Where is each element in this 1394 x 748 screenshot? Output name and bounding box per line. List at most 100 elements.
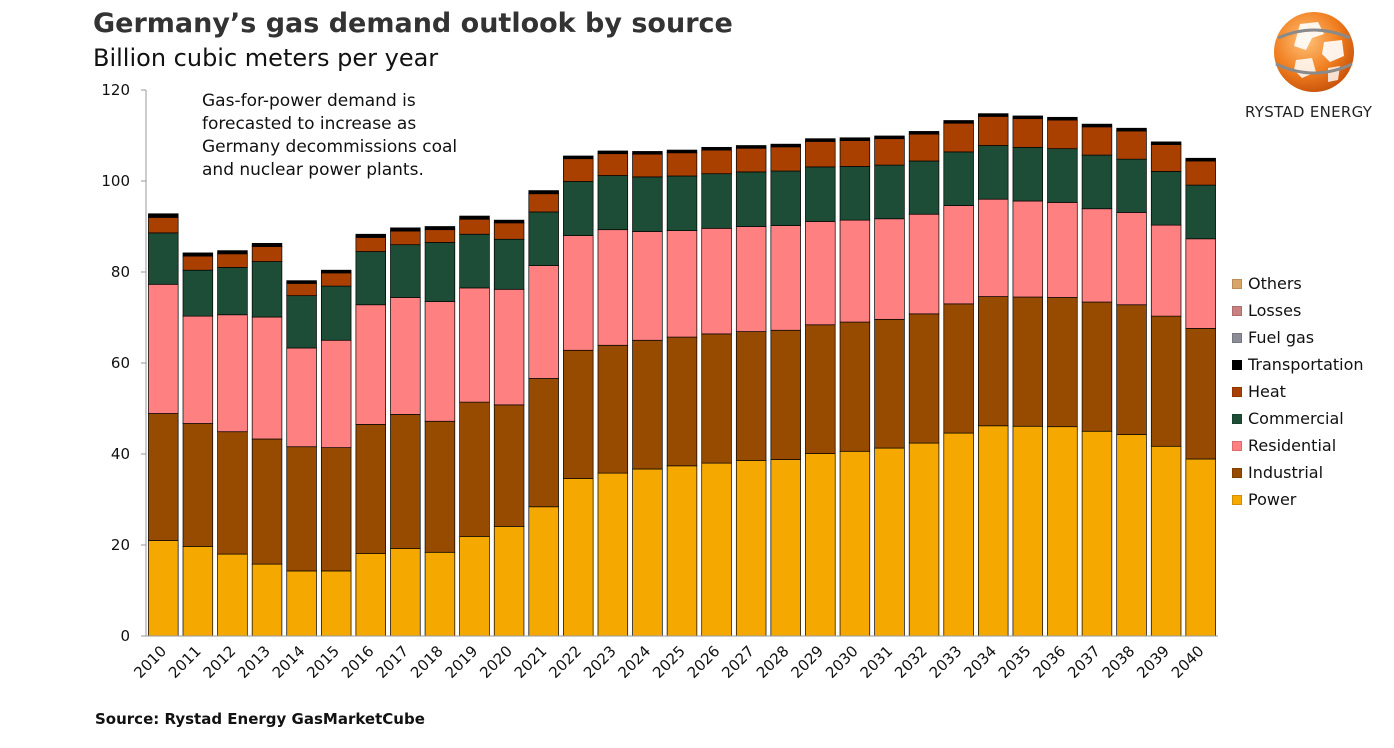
bar-segment-transportation xyxy=(1047,116,1078,121)
bar-segment-commercial xyxy=(1185,184,1216,240)
bar-segment-commercial xyxy=(493,238,525,290)
bar-segment-heat xyxy=(424,229,456,243)
bar-segment-industrial xyxy=(978,296,1009,427)
bar-segment-residential xyxy=(1081,208,1113,303)
bar-segment-power xyxy=(1012,425,1044,637)
annotation-line: and nuclear power plants. xyxy=(202,160,424,180)
bar-segment-commercial xyxy=(355,251,386,306)
bar-segment-residential xyxy=(563,235,594,351)
bar-segment-residential xyxy=(217,314,248,433)
bar-segment-heat xyxy=(839,140,871,167)
bar-segment-power xyxy=(286,570,317,637)
bar-segment-commercial xyxy=(320,285,352,341)
bar-segment-power xyxy=(390,548,421,637)
bar-segment-heat xyxy=(182,255,214,271)
bar-segment-commercial xyxy=(1047,148,1078,203)
bar-segment-residential xyxy=(251,316,283,440)
bar-segment-residential xyxy=(597,229,629,346)
bar-segment-commercial xyxy=(943,151,974,206)
bar-segment-power xyxy=(563,478,594,637)
legend-label: Transportation xyxy=(1248,355,1364,374)
bar-segment-power xyxy=(148,540,179,637)
bar-segment-industrial xyxy=(805,324,836,454)
bar-segment-residential xyxy=(666,230,698,338)
bar-segment-transportation xyxy=(1116,127,1147,132)
legend-swatch xyxy=(1232,440,1242,451)
bar-segment-industrial xyxy=(943,303,974,434)
bar-segment-power xyxy=(320,570,352,637)
bar-segment-heat xyxy=(597,153,629,176)
bar-segment-power xyxy=(1150,445,1182,637)
legend-swatch xyxy=(1232,359,1242,370)
legend-item-losses: Losses xyxy=(1232,297,1364,324)
bar-segment-commercial xyxy=(632,176,663,232)
legend-label: Losses xyxy=(1248,301,1302,320)
bar-segment-industrial xyxy=(493,404,525,527)
bar-segment-power xyxy=(1185,458,1216,637)
bar-segment-transportation xyxy=(1081,123,1113,128)
x-tick-label: 2021 xyxy=(511,642,551,682)
x-tick-label: 2020 xyxy=(476,642,516,682)
bar-segment-residential xyxy=(148,283,179,414)
bar-segment-residential xyxy=(355,304,386,425)
bar-segment-industrial xyxy=(355,424,386,554)
bar-segment-residential xyxy=(459,287,490,403)
bar-segment-transportation xyxy=(1012,115,1044,120)
bar-segment-heat xyxy=(978,116,1009,146)
bar-segment-transportation xyxy=(632,151,663,155)
y-tick-label: 100 xyxy=(101,172,130,190)
bar-segment-heat xyxy=(701,149,732,175)
annotation-line: Gas-for-power demand is xyxy=(202,91,416,111)
x-tick-label: 2028 xyxy=(753,642,793,682)
bar-segment-industrial xyxy=(839,321,871,452)
source-note: Source: Rystad Energy GasMarketCube xyxy=(95,710,425,728)
chart-title: Germany’s gas demand outlook by source xyxy=(93,8,733,39)
bar-segment-commercial xyxy=(286,295,317,349)
bar-segment-commercial xyxy=(182,269,214,317)
bar-segment-heat xyxy=(528,193,559,213)
bar-segment-industrial xyxy=(390,414,421,549)
legend-item-industrial: Industrial xyxy=(1232,459,1364,486)
bar-segment-commercial xyxy=(424,242,456,302)
bar-segment-power xyxy=(632,468,663,637)
x-tick-label: 2023 xyxy=(580,642,620,682)
bar-segment-transportation xyxy=(355,233,386,238)
bar-segment-commercial xyxy=(1012,146,1044,202)
legend-swatch xyxy=(1232,494,1242,505)
bar-segment-transportation xyxy=(182,252,214,257)
bar-segment-power xyxy=(355,553,386,637)
bar-segment-transportation xyxy=(666,149,698,154)
x-tick-label: 2026 xyxy=(684,642,724,682)
bar-segment-heat xyxy=(251,246,283,262)
bar-segment-power xyxy=(943,432,974,637)
bar-segment-transportation xyxy=(874,135,905,140)
bar-segment-heat xyxy=(217,253,248,268)
bar-segment-commercial xyxy=(528,211,559,266)
legend-label: Power xyxy=(1248,490,1297,509)
bar-segment-power xyxy=(528,506,559,637)
legend-item-power: Power xyxy=(1232,486,1364,513)
bar-segment-industrial xyxy=(148,413,179,541)
bar-segment-commercial xyxy=(666,175,698,231)
bar-segment-transportation xyxy=(563,155,594,160)
x-tick-label: 2040 xyxy=(1168,642,1208,682)
bar-segment-power xyxy=(701,462,732,637)
bar-segment-industrial xyxy=(217,431,248,555)
chart-subtitle: Billion cubic meters per year xyxy=(93,44,439,72)
bar-segment-power xyxy=(251,563,283,637)
bar-segment-industrial xyxy=(770,329,801,460)
legend-label: Residential xyxy=(1248,436,1337,455)
x-tick-label: 2027 xyxy=(718,642,758,682)
bar-segment-residential xyxy=(978,198,1009,297)
bar-segment-heat xyxy=(390,230,421,246)
bar-segment-residential xyxy=(1185,238,1216,329)
bar-segment-transportation xyxy=(735,145,767,149)
bar-segment-heat xyxy=(1081,126,1113,156)
bar-segment-residential xyxy=(805,221,836,326)
bar-segment-heat xyxy=(320,272,352,287)
bar-segment-residential xyxy=(874,218,905,320)
bar-segment-industrial xyxy=(286,446,317,572)
bar-segment-heat xyxy=(943,122,974,153)
bar-segment-heat xyxy=(459,218,490,235)
